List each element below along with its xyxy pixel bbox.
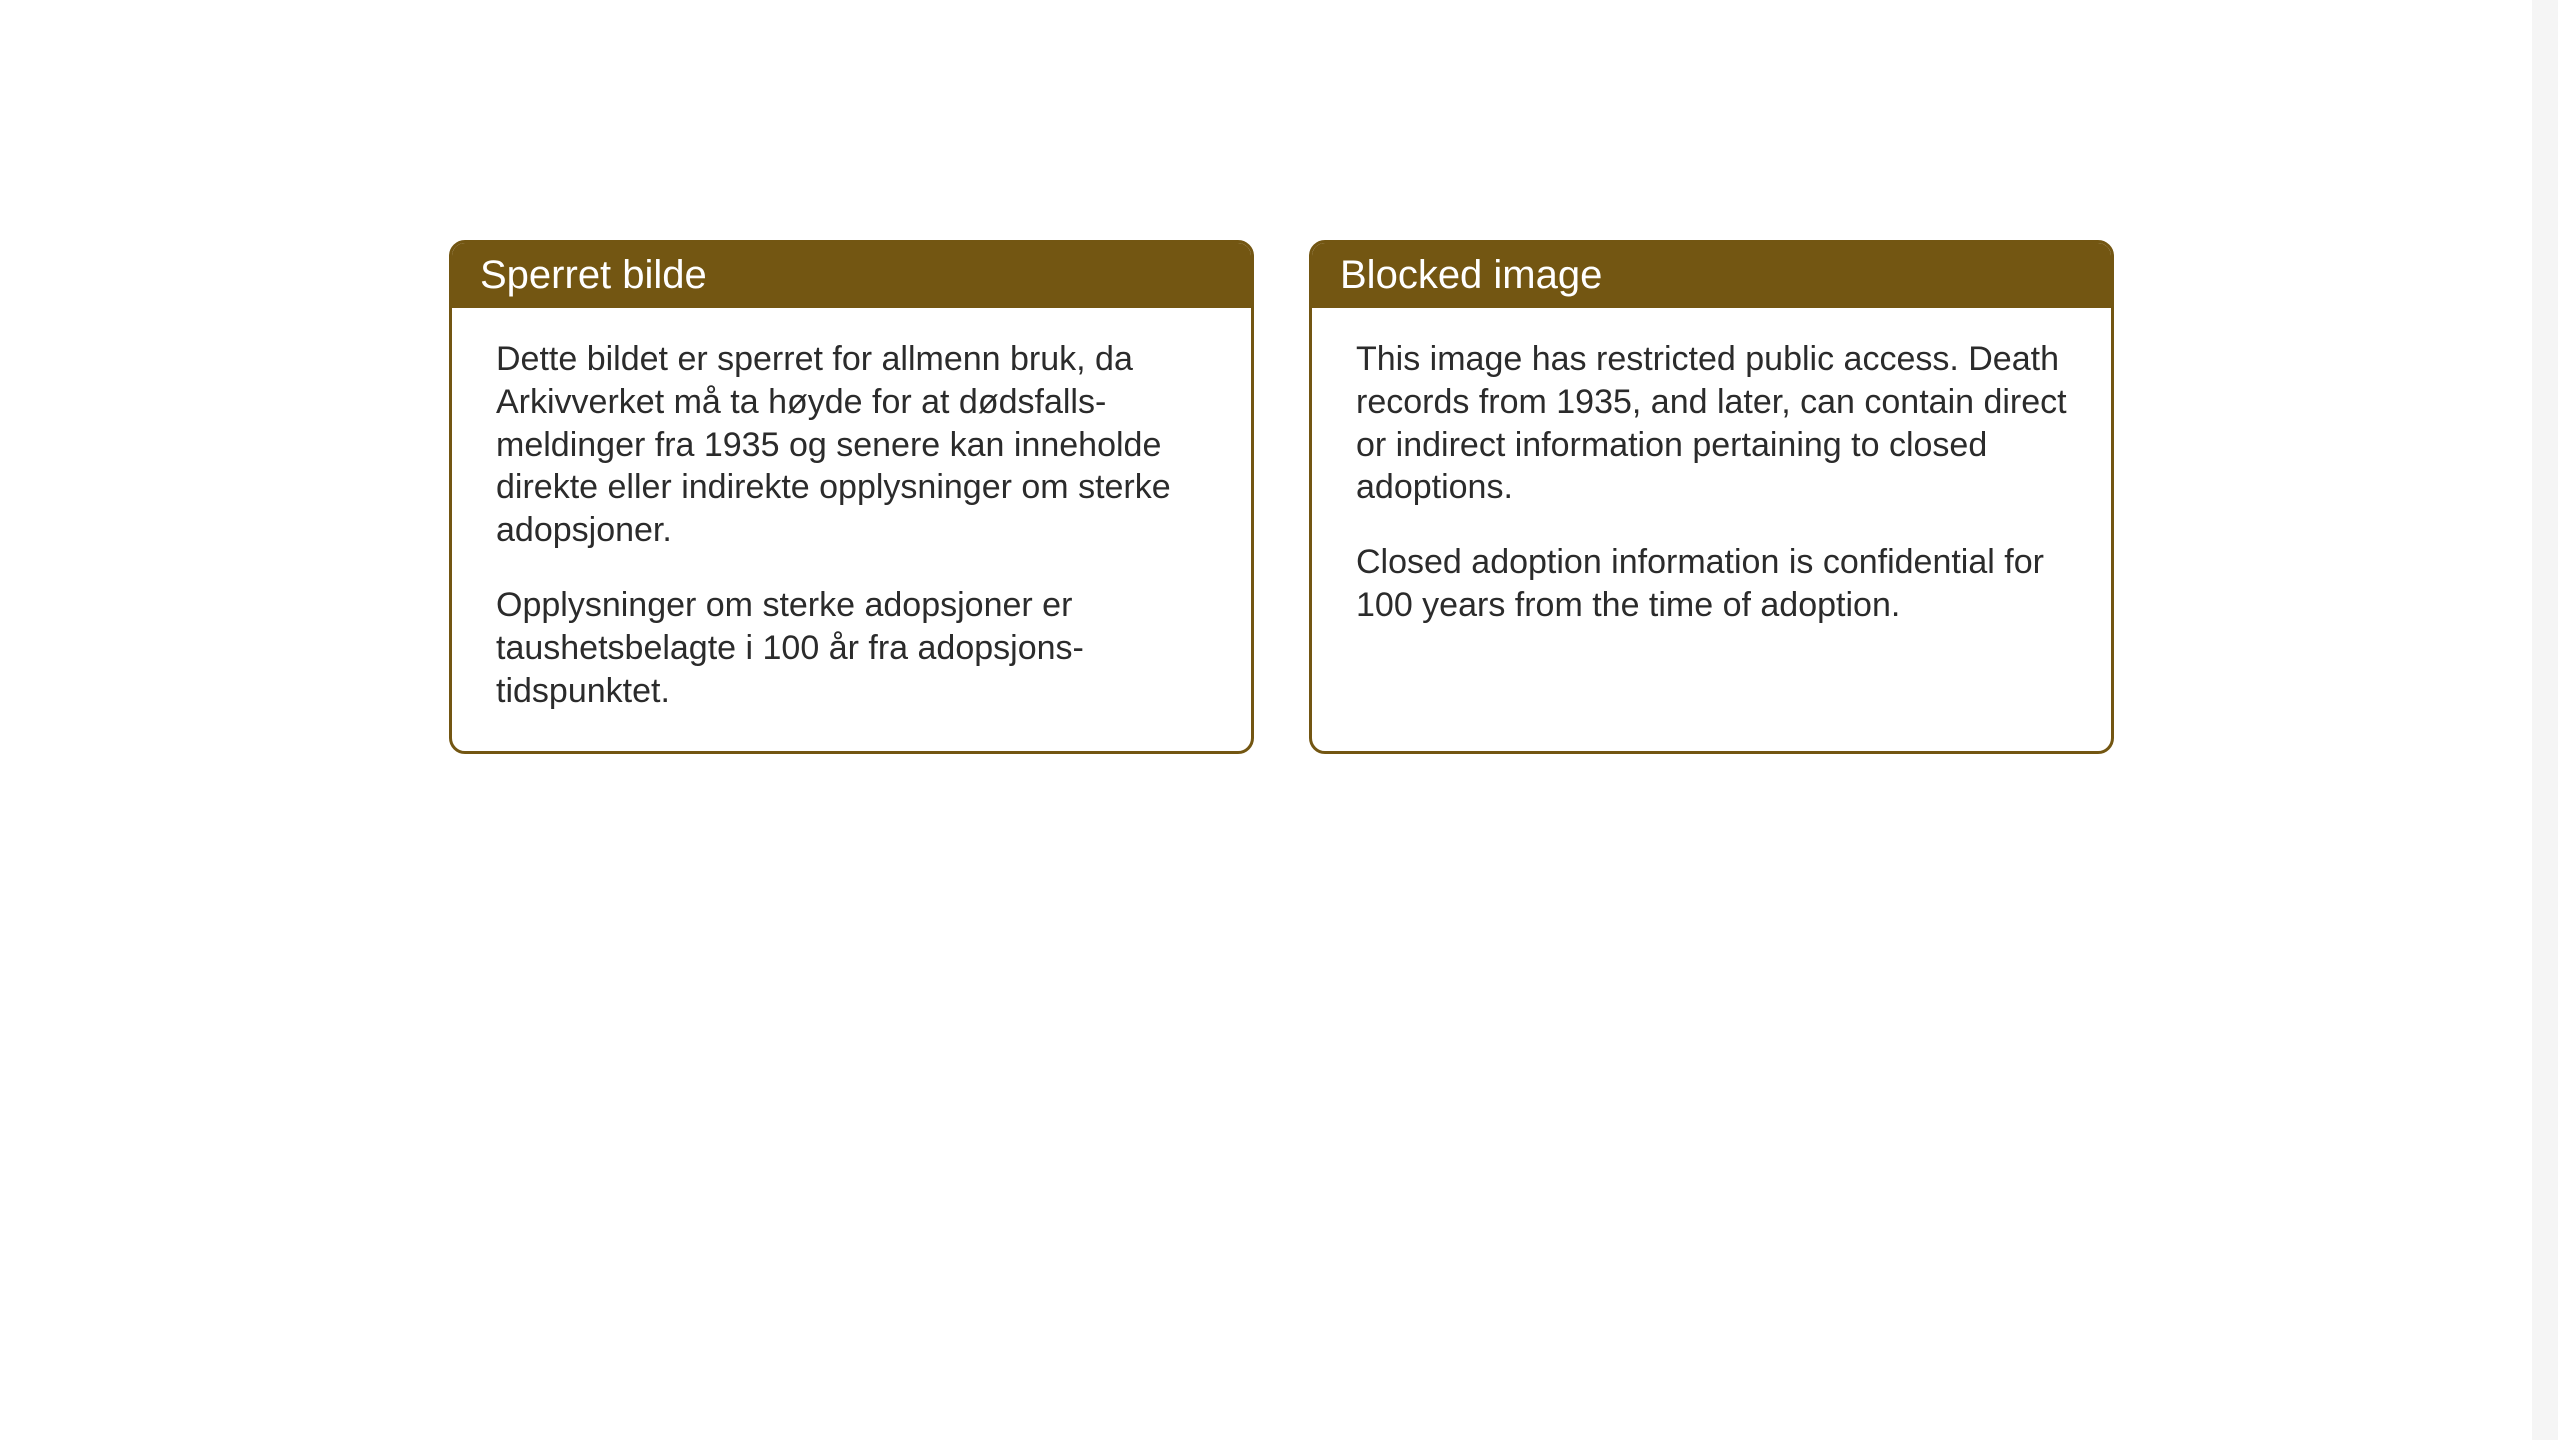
card-title-english: Blocked image bbox=[1340, 253, 1602, 297]
notice-container: Sperret bilde Dette bildet er sperret fo… bbox=[449, 240, 2114, 754]
card-paragraph-english-1: This image has restricted public access.… bbox=[1356, 338, 2067, 509]
card-paragraph-norwegian-1: Dette bildet er sperret for allmenn bruk… bbox=[496, 338, 1207, 552]
card-paragraph-norwegian-2: Opplysninger om sterke adopsjoner er tau… bbox=[496, 584, 1207, 712]
card-title-norwegian: Sperret bilde bbox=[480, 253, 707, 297]
notice-card-norwegian: Sperret bilde Dette bildet er sperret fo… bbox=[449, 240, 1254, 754]
card-body-norwegian: Dette bildet er sperret for allmenn bruk… bbox=[452, 308, 1251, 751]
card-header-english: Blocked image bbox=[1312, 243, 2111, 308]
card-header-norwegian: Sperret bilde bbox=[452, 243, 1251, 308]
card-paragraph-english-2: Closed adoption information is confident… bbox=[1356, 541, 2067, 627]
notice-card-english: Blocked image This image has restricted … bbox=[1309, 240, 2114, 754]
scrollbar-thumb[interactable] bbox=[2532, 0, 2558, 1440]
card-body-english: This image has restricted public access.… bbox=[1312, 308, 2111, 665]
scrollbar-track[interactable] bbox=[2532, 0, 2558, 1440]
